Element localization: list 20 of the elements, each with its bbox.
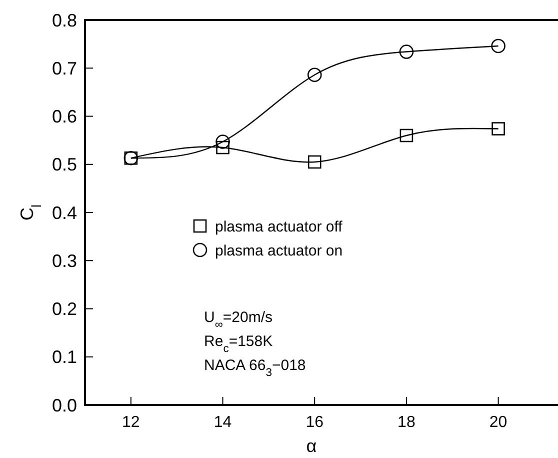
x-tick-label: 14	[214, 414, 232, 431]
annotation: Re$_{c}$=158K	[204, 333, 273, 355]
x-tick-label: 16	[306, 414, 324, 431]
legend-label: plasma actuator off	[215, 218, 344, 236]
y-tick-label: 0.7	[52, 58, 77, 78]
x-tick-label: 20	[489, 414, 508, 431]
x-tick-label: 18	[398, 414, 416, 431]
annotation: NACA 66$_{3}$−018	[204, 357, 306, 379]
annotation: U$_{∞}$=20m/s	[204, 309, 272, 331]
y-tick-label: 0.6	[52, 106, 77, 127]
legend-label: plasma actuator on	[215, 242, 343, 260]
y-tick-label: 0.3	[52, 250, 77, 271]
y-tick-label: 0.0	[52, 395, 77, 416]
y-tick-label: 0.1	[52, 347, 77, 368]
y-tick-label: 0.5	[52, 154, 77, 175]
y-tick-label: 0.2	[52, 299, 77, 320]
y-tick-label: 0.4	[52, 202, 77, 223]
x-tick-label: 12	[122, 414, 140, 431]
y-tick-label: 0.8	[52, 10, 77, 30]
x-axis-title: α	[306, 436, 317, 456]
